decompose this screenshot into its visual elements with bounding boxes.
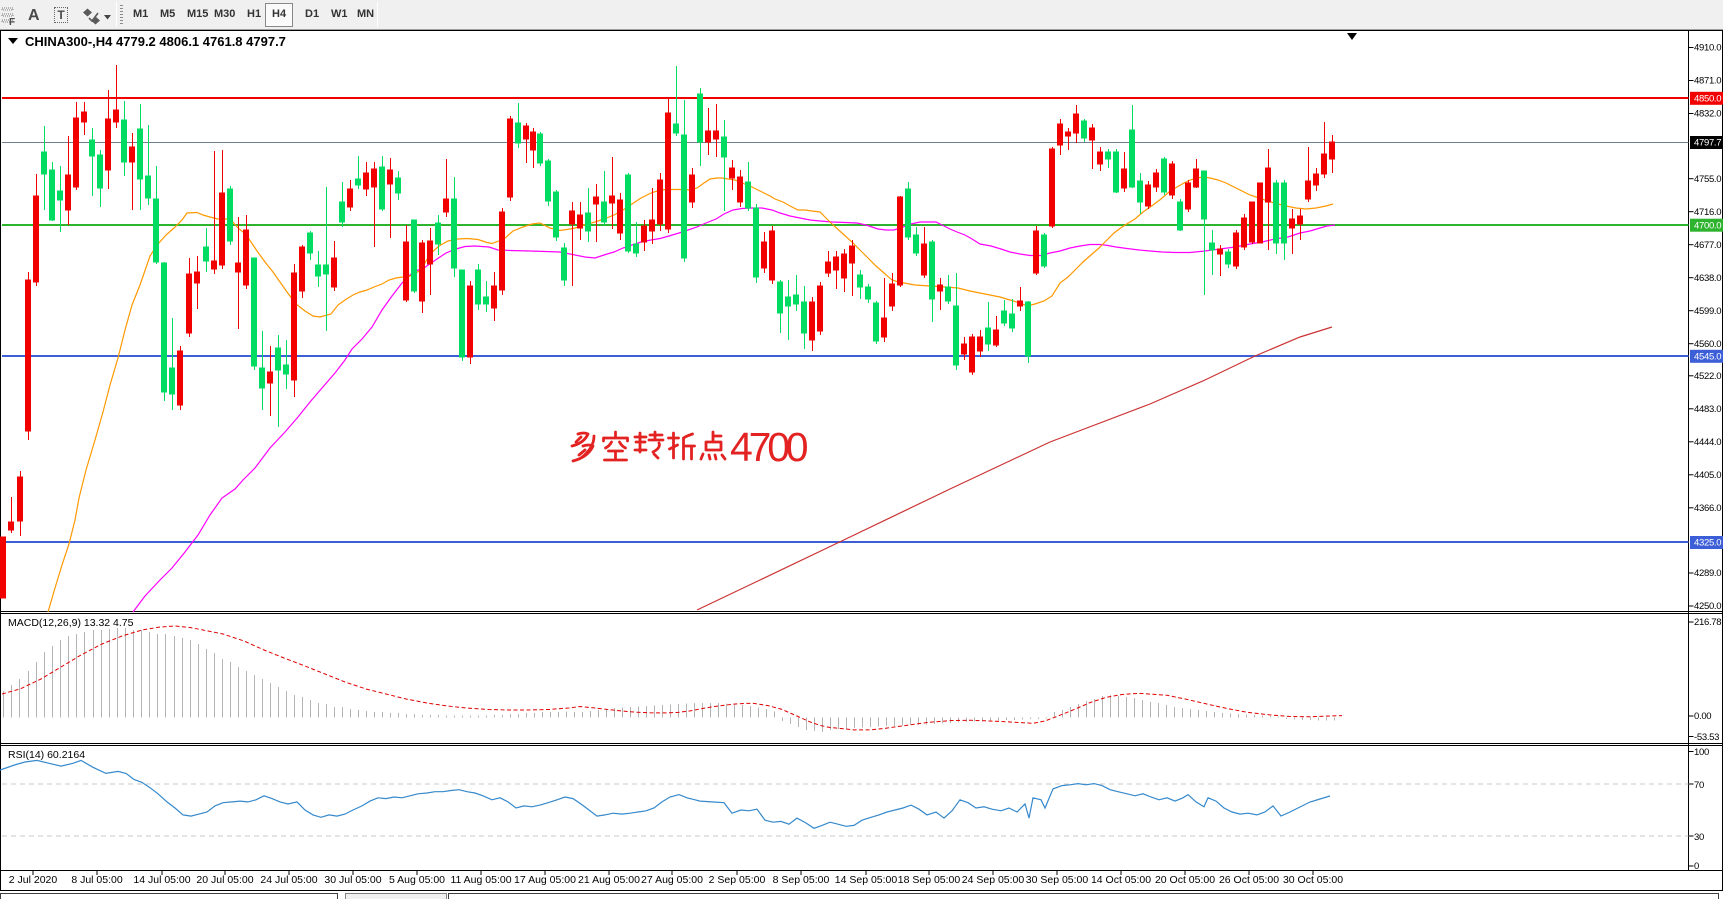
svg-text:4797.7: 4797.7 xyxy=(1694,138,1721,149)
svg-text:100: 100 xyxy=(1694,747,1709,758)
svg-text:4444.0: 4444.0 xyxy=(1694,437,1721,448)
svg-text:MACD(12,26,9) 13.32 4.75: MACD(12,26,9) 13.32 4.75 xyxy=(8,617,134,629)
svg-text:216.78: 216.78 xyxy=(1694,617,1721,628)
svg-text:4700: 4700 xyxy=(730,424,808,470)
svg-text:30: 30 xyxy=(1694,832,1704,843)
svg-text:2 Jul 2020: 2 Jul 2020 xyxy=(9,874,58,886)
svg-text:4638.0: 4638.0 xyxy=(1694,273,1721,284)
svg-text:11 Aug 05:00: 11 Aug 05:00 xyxy=(450,874,511,886)
svg-text:17 Aug 05:00: 17 Aug 05:00 xyxy=(514,874,576,886)
svg-text:4871.0: 4871.0 xyxy=(1694,76,1721,87)
svg-text:-53.53: -53.53 xyxy=(1694,732,1719,743)
svg-text:24 Sep 05:00: 24 Sep 05:00 xyxy=(962,874,1025,886)
svg-text:RSI(14) 60.2164: RSI(14) 60.2164 xyxy=(8,749,85,761)
svg-text:20 Jul 05:00: 20 Jul 05:00 xyxy=(196,874,253,886)
svg-text:4755.0: 4755.0 xyxy=(1694,174,1721,185)
svg-text:4545.0: 4545.0 xyxy=(1694,352,1721,363)
svg-text:8 Jul 05:00: 8 Jul 05:00 xyxy=(71,874,123,886)
svg-text:4716.0: 4716.0 xyxy=(1694,207,1721,218)
svg-text:5 Aug 05:00: 5 Aug 05:00 xyxy=(389,874,445,886)
svg-text:8 Sep 05:00: 8 Sep 05:00 xyxy=(773,874,830,886)
svg-text:70: 70 xyxy=(1694,780,1704,791)
svg-text:4522.0: 4522.0 xyxy=(1694,371,1721,382)
svg-text:20 Oct 05:00: 20 Oct 05:00 xyxy=(1155,874,1215,886)
svg-text:30 Sep 05:00: 30 Sep 05:00 xyxy=(1026,874,1089,886)
svg-text:4599.0: 4599.0 xyxy=(1694,306,1721,317)
svg-text:14 Oct 05:00: 14 Oct 05:00 xyxy=(1091,874,1151,886)
svg-text:CHINA300-,H4 4779.2 4806.1 47: CHINA300-,H4 4779.2 4806.1 4761.8 4797.7 xyxy=(25,34,286,49)
svg-text:0: 0 xyxy=(1694,861,1699,872)
svg-text:4560.0: 4560.0 xyxy=(1694,339,1721,350)
svg-text:4910.0: 4910.0 xyxy=(1694,43,1721,54)
svg-text:14 Jul 05:00: 14 Jul 05:00 xyxy=(133,874,190,886)
svg-text:F: F xyxy=(9,17,15,25)
svg-text:26 Oct 05:00: 26 Oct 05:00 xyxy=(1219,874,1279,886)
svg-text:27 Aug 05:00: 27 Aug 05:00 xyxy=(641,874,703,886)
svg-text:2 Sep 05:00: 2 Sep 05:00 xyxy=(709,874,766,886)
svg-text:4405.0: 4405.0 xyxy=(1694,470,1721,481)
svg-text:0.00: 0.00 xyxy=(1694,711,1711,722)
svg-text:21 Aug 05:00: 21 Aug 05:00 xyxy=(578,874,640,886)
svg-text:30 Jul 05:00: 30 Jul 05:00 xyxy=(324,874,381,886)
svg-text:4700.0: 4700.0 xyxy=(1694,220,1721,231)
svg-text:14 Sep 05:00: 14 Sep 05:00 xyxy=(835,874,898,886)
svg-text:4850.0: 4850.0 xyxy=(1694,94,1721,105)
svg-text:4677.0: 4677.0 xyxy=(1694,240,1721,251)
svg-text:30 Oct 05:00: 30 Oct 05:00 xyxy=(1283,874,1343,886)
svg-text:4250.0: 4250.0 xyxy=(1694,601,1721,612)
svg-text:4483.0: 4483.0 xyxy=(1694,404,1721,415)
svg-text:18 Sep 05:00: 18 Sep 05:00 xyxy=(898,874,961,886)
svg-text:4289.0: 4289.0 xyxy=(1694,568,1721,579)
svg-text:4325.0: 4325.0 xyxy=(1694,538,1721,549)
svg-text:4366.0: 4366.0 xyxy=(1694,503,1721,514)
svg-text:4832.0: 4832.0 xyxy=(1694,109,1721,120)
svg-text:24 Jul 05:00: 24 Jul 05:00 xyxy=(260,874,317,886)
